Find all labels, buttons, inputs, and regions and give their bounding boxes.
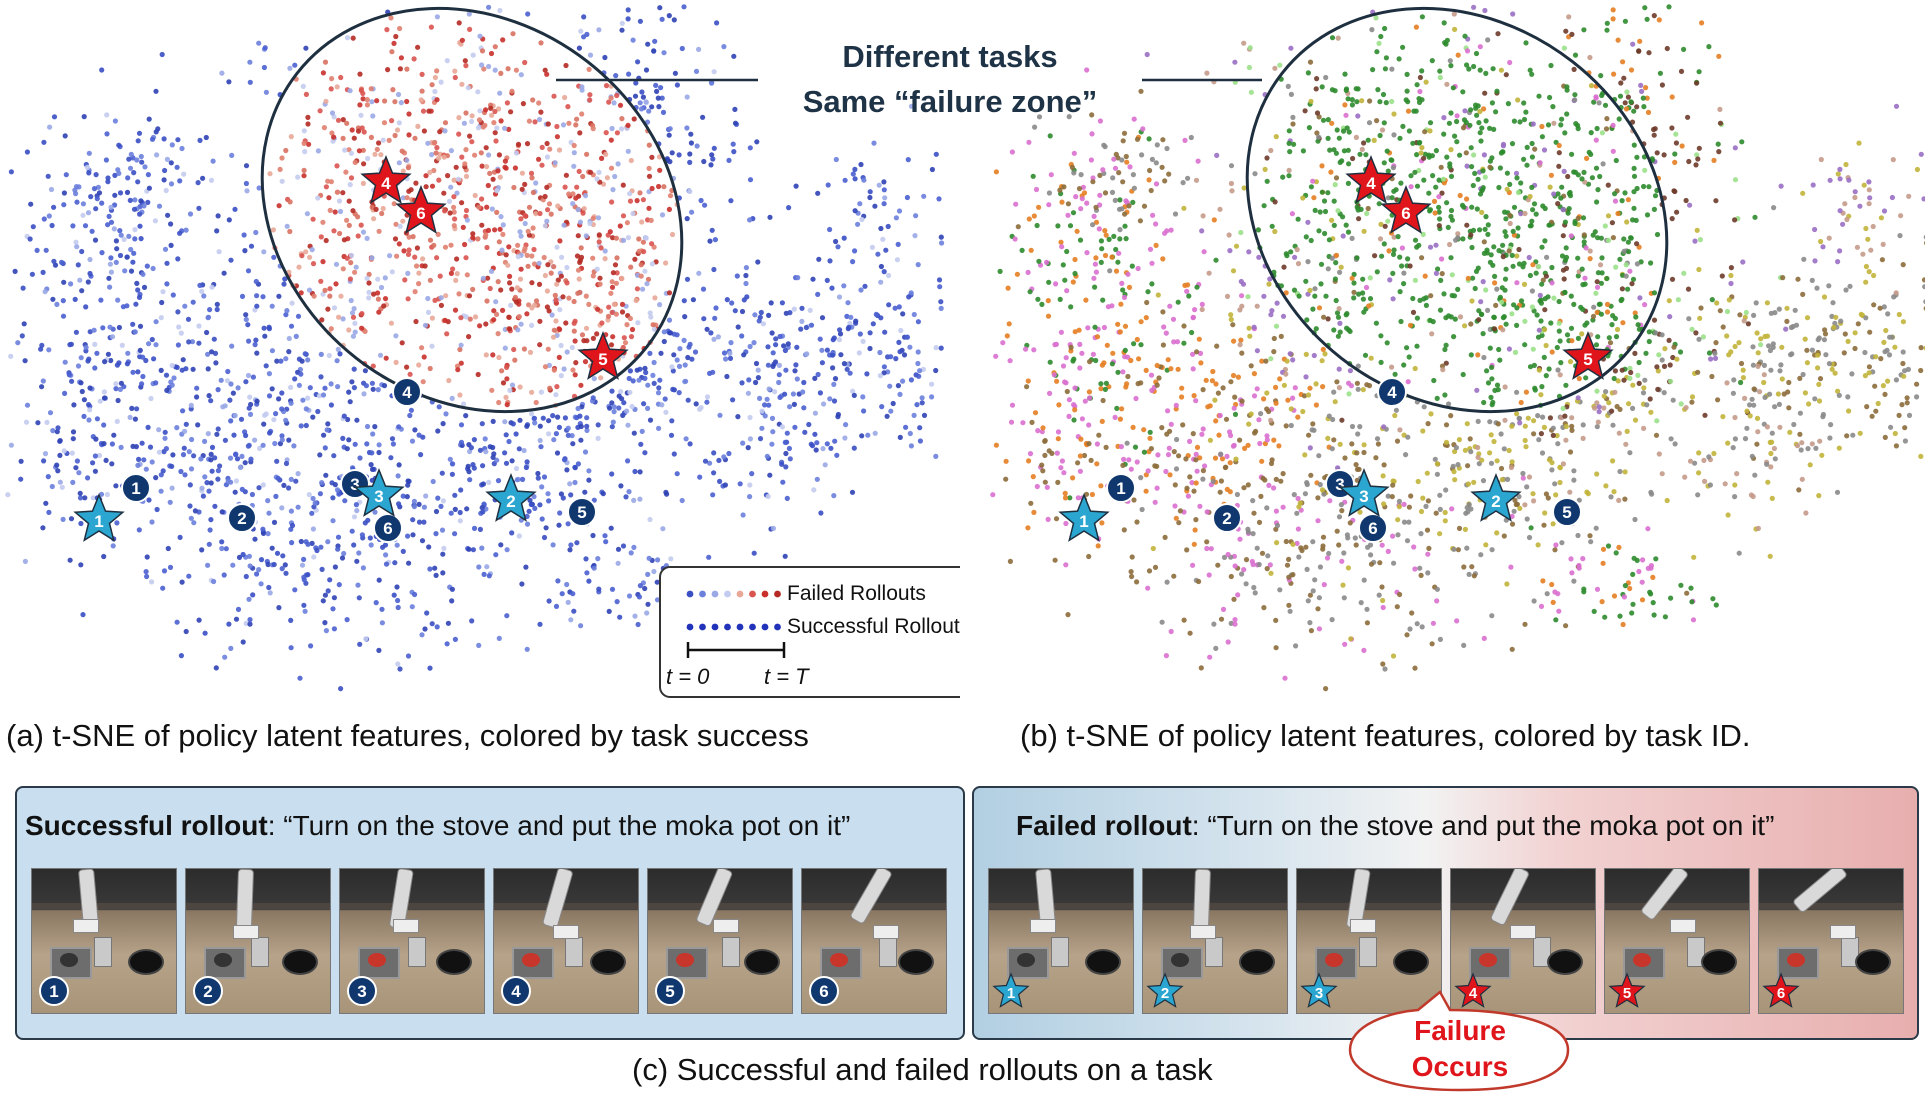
markers-a: 1 2 3 4 5 6 1 2 3 4 5 6 <box>73 154 629 543</box>
frame-star-badge-1: 1 <box>992 972 1030 1008</box>
markers-b: 1 2 3 4 5 6 1 2 3 4 5 6 <box>1058 154 1614 543</box>
scatter-points-a <box>5 4 945 692</box>
successful-rollout-quote: : “Turn on the stove and put the moka po… <box>267 810 851 841</box>
successful-rollout-label: Successful rollout <box>25 810 268 841</box>
failed-frame-4: 4 <box>1450 868 1596 1014</box>
circle-marker-2: 2 <box>227 503 257 533</box>
success-star-3: 3 <box>1338 467 1390 517</box>
frame-circle-badge-5: 5 <box>655 976 685 1006</box>
success-frame-4: 4 <box>493 868 639 1014</box>
success-frame-2: 2 <box>185 868 331 1014</box>
caption-c: (c) Successful and failed rollouts on a … <box>632 1052 1213 1087</box>
failure-callout-line-1: Failure <box>1414 1015 1506 1046</box>
circle-marker-2: 2 <box>1212 503 1242 533</box>
failure-callout-text: Failure Occurs <box>1340 1013 1580 1085</box>
failure-star-5: 5 <box>577 330 629 380</box>
legend-success-dots <box>686 623 781 631</box>
circle-marker-4: 4 <box>1377 377 1407 407</box>
failure-zone-ellipse-b <box>1245 6 1669 414</box>
successful-rollout-panel: Successful rollout: “Turn on the stove a… <box>15 786 965 1040</box>
failed-frame-5: 5 <box>1604 868 1750 1014</box>
legend-t-start: t = 0 <box>666 664 710 689</box>
success-star-2: 2 <box>485 472 537 522</box>
headline-line-2: Same “failure zone” <box>802 84 1098 119</box>
failed-frame-6: 6 <box>1758 868 1904 1014</box>
success-frame-3: 3 <box>339 868 485 1014</box>
failed-frame-3: 3 <box>1296 868 1442 1014</box>
failure-star-6: 6 <box>1380 184 1432 234</box>
legend-success-label: Successful Rollouts <box>787 615 960 638</box>
frame-star-badge-2: 2 <box>1146 972 1184 1008</box>
failed-rollout-title: Failed rollout: “Turn on the stove and p… <box>1016 810 1774 842</box>
caption-a: (a) t-SNE of policy latent features, col… <box>6 718 809 753</box>
tsne-success-plot: Failed Rollouts Successful Rollouts t = … <box>5 4 960 698</box>
frame-star-badge-6: 6 <box>1762 972 1800 1008</box>
tsne-taskid-plot: 1 2 3 4 5 6 1 2 3 4 5 6 <box>990 4 1925 692</box>
legend-t-end: t = T <box>764 664 810 689</box>
failure-callout <box>1348 990 1570 1092</box>
circle-marker-6: 6 <box>373 513 403 543</box>
scatter-points-b <box>990 4 1925 692</box>
failed-rollout-label: Failed rollout <box>1016 810 1192 841</box>
legend-failed-dots <box>686 590 781 598</box>
circle-marker-1: 1 <box>121 473 151 503</box>
frame-circle-badge-4: 4 <box>501 976 531 1006</box>
circle-marker-5: 5 <box>1552 497 1582 527</box>
failure-star-6: 6 <box>395 184 447 234</box>
failure-star-4: 4 <box>1345 154 1397 204</box>
failed-frame-2: 2 <box>1142 868 1288 1014</box>
failure-zone-ellipse-a <box>260 6 684 414</box>
failure-star-4: 4 <box>360 154 412 204</box>
successful-rollout-title: Successful rollout: “Turn on the stove a… <box>25 810 850 842</box>
failure-callout-line-2: Occurs <box>1411 1051 1509 1082</box>
legend-box: Failed Rollouts Successful Rollouts t = … <box>659 566 960 698</box>
success-frame-6: 6 <box>801 868 947 1014</box>
frame-circle-badge-1: 1 <box>39 976 69 1006</box>
frame-star-badge-5: 5 <box>1608 972 1646 1008</box>
frame-star-badge-3: 3 <box>1300 972 1338 1008</box>
success-star-1: 1 <box>73 492 125 542</box>
headline: Different tasks Same “failure zone” <box>760 34 1140 124</box>
circle-marker-1: 1 <box>1106 473 1136 503</box>
circle-marker-4: 4 <box>392 377 422 407</box>
failed-rollout-quote: : “Turn on the stove and put the moka po… <box>1191 810 1775 841</box>
failure-star-5: 5 <box>1562 330 1614 380</box>
success-frame-5: 5 <box>647 868 793 1014</box>
circle-marker-6: 6 <box>1358 513 1388 543</box>
success-star-2: 2 <box>1470 472 1522 522</box>
frame-star-badge-4: 4 <box>1454 972 1492 1008</box>
caption-b: (b) t-SNE of policy latent features, col… <box>1020 718 1751 753</box>
headline-line-1: Different tasks <box>842 39 1058 74</box>
success-star-3: 3 <box>353 467 405 517</box>
circle-marker-5: 5 <box>567 497 597 527</box>
failed-frame-1: 1 <box>988 868 1134 1014</box>
frame-circle-badge-2: 2 <box>193 976 223 1006</box>
frame-circle-badge-3: 3 <box>347 976 377 1006</box>
success-frame-1: 1 <box>31 868 177 1014</box>
failed-rollout-panel: Failed rollout: “Turn on the stove and p… <box>972 786 1919 1040</box>
legend-failed-label: Failed Rollouts <box>787 582 926 605</box>
frame-circle-badge-6: 6 <box>809 976 839 1006</box>
success-star-1: 1 <box>1058 492 1110 542</box>
